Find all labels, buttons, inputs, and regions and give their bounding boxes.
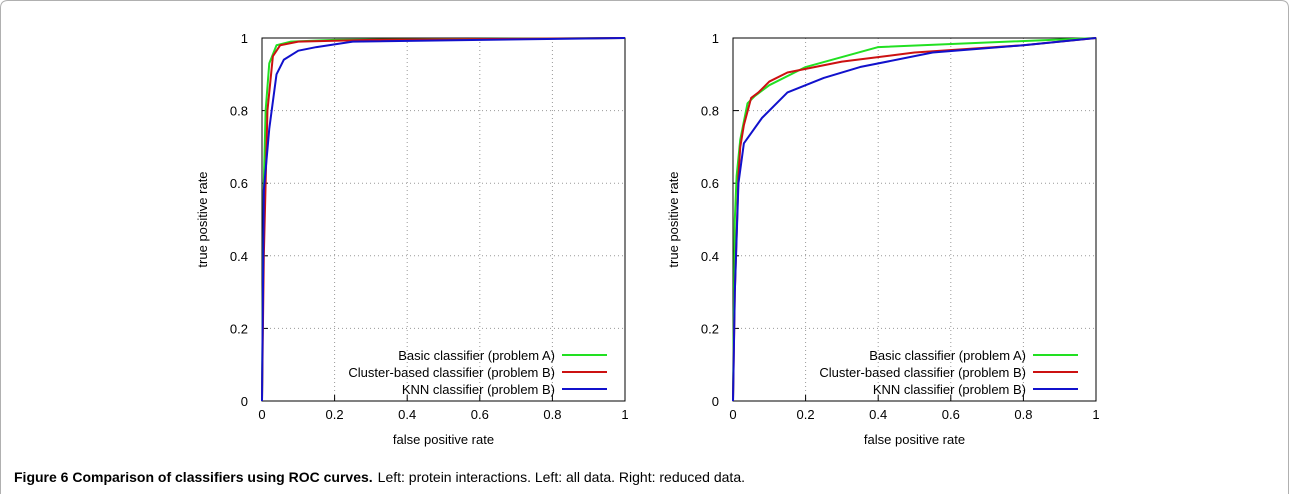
y-tick-label: 0.8 xyxy=(230,104,248,119)
plot-border xyxy=(261,37,626,402)
x-tick-label: 1 xyxy=(1092,407,1099,422)
x-tick-label: 0.6 xyxy=(942,407,960,422)
y-tick-label: 0.6 xyxy=(701,176,719,191)
y-tick-label: 0 xyxy=(712,394,719,409)
x-tick-label: 1 xyxy=(621,407,628,422)
caption-label: Figure 6 Comparison of classifiers using… xyxy=(14,469,373,485)
legend-label: KNN classifier (problem B) xyxy=(873,382,1026,397)
x-tick-label: 0.8 xyxy=(543,407,561,422)
x-tick-label: 0 xyxy=(729,407,736,422)
y-tick-label: 0.2 xyxy=(230,321,248,336)
caption: Figure 6 Comparison of classifiers using… xyxy=(14,469,745,485)
y-tick-label: 0.8 xyxy=(701,104,719,119)
y-tick-label: 0.4 xyxy=(230,249,248,264)
roc-line xyxy=(732,37,1097,402)
x-tick-label: 0 xyxy=(258,407,265,422)
caption-text: Left: protein interactions. Left: all da… xyxy=(378,469,745,485)
x-tick-label: 0.8 xyxy=(1014,407,1032,422)
y-axis-label: true positive rate xyxy=(666,171,681,267)
legend-label: Cluster-based classifier (problem B) xyxy=(348,365,555,380)
chart: 0 0.2 0.4 0.6 0.8 1 0 0.2 0.4 0.6 0.8 1 false positi… xyxy=(195,31,629,447)
y-tick-label: 0.4 xyxy=(701,249,719,264)
y-tick-label: 0 xyxy=(241,394,248,409)
chart: 0 0.2 0.4 0.6 0.8 1 0 0.2 0.4 0.6 0.8 1 false positi… xyxy=(666,31,1100,447)
x-tick-label: 0.2 xyxy=(326,407,344,422)
x-tick-label: 0.4 xyxy=(869,407,887,422)
y-tick-label: 0.6 xyxy=(230,176,248,191)
x-tick-label: 0.4 xyxy=(398,407,416,422)
plot-border xyxy=(732,37,1097,402)
roc-line xyxy=(261,37,626,402)
roc-line xyxy=(261,37,626,402)
legend-label: Basic classifier (problem A) xyxy=(869,348,1026,363)
x-axis-label: false positive rate xyxy=(393,432,494,447)
x-tick-label: 0.6 xyxy=(471,407,489,422)
y-tick-label: 1 xyxy=(712,31,719,46)
x-axis-label: false positive rate xyxy=(864,432,965,447)
x-tick-label: 0.2 xyxy=(797,407,815,422)
roc-line xyxy=(732,37,1097,402)
y-axis-label: true positive rate xyxy=(195,171,210,267)
y-tick-label: 1 xyxy=(241,31,248,46)
legend-label: Basic classifier (problem A) xyxy=(398,348,555,363)
y-tick-label: 0.2 xyxy=(701,321,719,336)
legend-label: KNN classifier (problem B) xyxy=(402,382,555,397)
legend-label: Cluster-based classifier (problem B) xyxy=(819,365,1026,380)
roc-line xyxy=(261,37,626,402)
